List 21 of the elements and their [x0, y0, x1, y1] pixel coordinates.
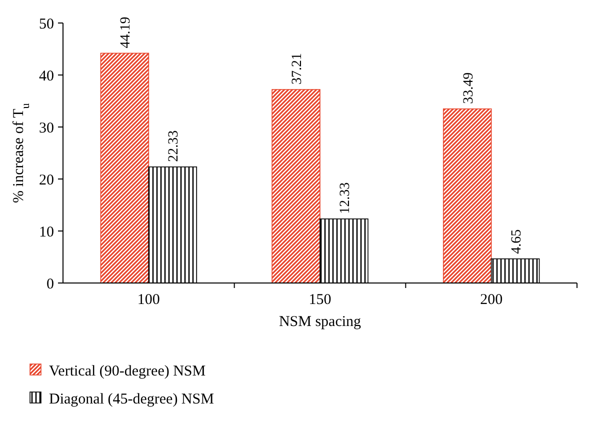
data-label: 37.21 [290, 53, 306, 85]
y-tick-label: 30 [39, 120, 54, 136]
bar [272, 89, 320, 284]
x-axis-title: NSM spacing [278, 314, 362, 330]
data-label: 44.19 [118, 16, 134, 48]
y-tick-label: 10 [39, 224, 54, 240]
bar [100, 52, 150, 284]
data-label: 22.33 [166, 130, 182, 162]
bar [442, 108, 492, 284]
data-label: 4.65 [509, 229, 524, 254]
legend-label: Diagonal (45-degree) NSM [49, 391, 214, 408]
data-label: 33.49 [461, 72, 476, 104]
x-tick-label: 200 [480, 292, 503, 308]
y-tick-label: 0 [46, 276, 54, 292]
y-tick-label: 50 [39, 16, 54, 32]
y-tick-label: 40 [39, 68, 54, 84]
x-tick-label: 150 [308, 292, 332, 308]
x-tick-label: 100 [137, 292, 160, 308]
legend-label: Vertical (90-degree) NSM [49, 363, 206, 380]
y-tick-label: 20 [39, 172, 54, 188]
data-label: 12.33 [338, 182, 353, 214]
